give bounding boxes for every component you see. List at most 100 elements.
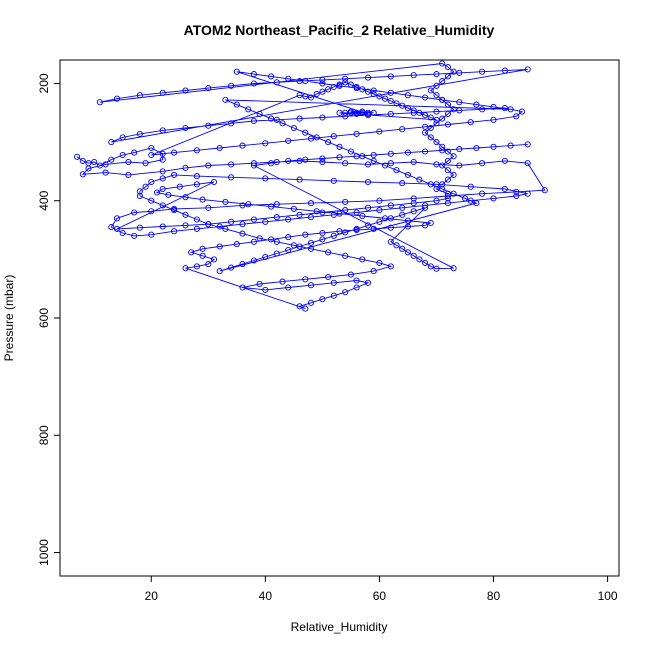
data-point bbox=[239, 221, 246, 228]
data-point bbox=[422, 129, 429, 136]
data-point bbox=[336, 210, 343, 217]
data-point bbox=[222, 198, 229, 205]
data-point bbox=[439, 115, 446, 122]
data-point bbox=[319, 155, 326, 162]
data-point bbox=[205, 221, 212, 228]
data-point bbox=[376, 93, 383, 100]
data-point bbox=[410, 252, 417, 259]
data-point bbox=[336, 82, 343, 89]
data-point bbox=[330, 279, 337, 286]
data-point bbox=[268, 236, 275, 243]
data-point bbox=[427, 124, 434, 132]
data-point bbox=[273, 201, 280, 208]
x-tick-label: 100 bbox=[598, 589, 618, 603]
plot-area bbox=[74, 60, 548, 312]
data-point bbox=[513, 192, 520, 200]
data-point bbox=[108, 139, 115, 146]
data-point bbox=[387, 202, 394, 209]
data-point bbox=[325, 249, 332, 256]
data-point bbox=[319, 229, 326, 237]
data-point bbox=[239, 261, 246, 268]
data-point bbox=[444, 200, 451, 207]
data-point bbox=[325, 139, 332, 146]
data-point bbox=[296, 157, 303, 164]
data-point bbox=[279, 120, 286, 127]
data-point bbox=[404, 223, 411, 230]
data-point bbox=[444, 190, 451, 197]
data-point bbox=[501, 185, 508, 193]
data-point bbox=[399, 126, 406, 133]
data-point bbox=[302, 78, 309, 85]
data-point bbox=[370, 268, 377, 275]
data-point bbox=[193, 216, 200, 223]
data-point bbox=[467, 197, 474, 204]
data-point bbox=[148, 151, 155, 159]
data-point bbox=[142, 160, 149, 167]
data-point bbox=[228, 82, 235, 89]
data-point bbox=[273, 158, 280, 166]
data-point bbox=[370, 225, 377, 232]
data-point bbox=[182, 265, 189, 272]
data-point bbox=[165, 191, 172, 198]
data-point bbox=[285, 284, 292, 291]
data-point bbox=[501, 105, 508, 112]
data-point bbox=[382, 162, 389, 169]
data-point bbox=[444, 101, 451, 108]
data-point bbox=[193, 181, 200, 188]
data-point bbox=[433, 181, 440, 188]
data-point bbox=[410, 72, 417, 79]
data-point bbox=[290, 242, 297, 249]
data-point bbox=[205, 85, 212, 92]
data-point bbox=[268, 160, 275, 167]
data-point bbox=[102, 161, 109, 168]
data-point bbox=[387, 110, 394, 117]
data-point bbox=[404, 105, 411, 112]
data-point bbox=[433, 71, 440, 78]
data-point bbox=[273, 238, 280, 245]
data-point bbox=[353, 209, 360, 216]
data-point bbox=[182, 124, 189, 132]
data-point bbox=[273, 116, 280, 123]
data-point bbox=[342, 198, 349, 205]
data-point bbox=[285, 75, 292, 82]
data-point bbox=[342, 75, 349, 82]
y-tick-label: 600 bbox=[37, 308, 51, 328]
data-point bbox=[387, 160, 394, 167]
data-point bbox=[296, 92, 303, 99]
data-point bbox=[347, 108, 354, 115]
data-point bbox=[473, 144, 480, 152]
data-point bbox=[370, 157, 377, 164]
data-point bbox=[422, 259, 429, 266]
data-point bbox=[342, 113, 349, 120]
data-point bbox=[330, 133, 337, 140]
data-point bbox=[342, 207, 349, 214]
data-point bbox=[422, 202, 429, 209]
data-point bbox=[422, 112, 429, 119]
data-point bbox=[433, 185, 440, 193]
data-point bbox=[273, 214, 280, 221]
data-point bbox=[290, 205, 297, 212]
data-point bbox=[439, 78, 446, 85]
data-point bbox=[171, 228, 178, 235]
data-point bbox=[228, 264, 235, 271]
data-point bbox=[444, 176, 451, 183]
data-point bbox=[376, 128, 383, 135]
data-point bbox=[364, 161, 372, 168]
data-point bbox=[319, 158, 326, 166]
data-point bbox=[313, 90, 320, 98]
data-point bbox=[364, 222, 372, 229]
data-point bbox=[444, 157, 451, 164]
data-point bbox=[330, 211, 337, 218]
data-point bbox=[364, 88, 372, 95]
data-point bbox=[336, 109, 343, 116]
data-point bbox=[387, 150, 394, 157]
data-point bbox=[319, 209, 326, 216]
data-point bbox=[216, 144, 223, 152]
data-point bbox=[364, 204, 372, 211]
data-point bbox=[296, 176, 303, 183]
data-point bbox=[399, 245, 406, 252]
data-point bbox=[404, 92, 411, 99]
data-point bbox=[262, 140, 269, 147]
data-point bbox=[433, 139, 440, 146]
data-point bbox=[399, 204, 406, 211]
